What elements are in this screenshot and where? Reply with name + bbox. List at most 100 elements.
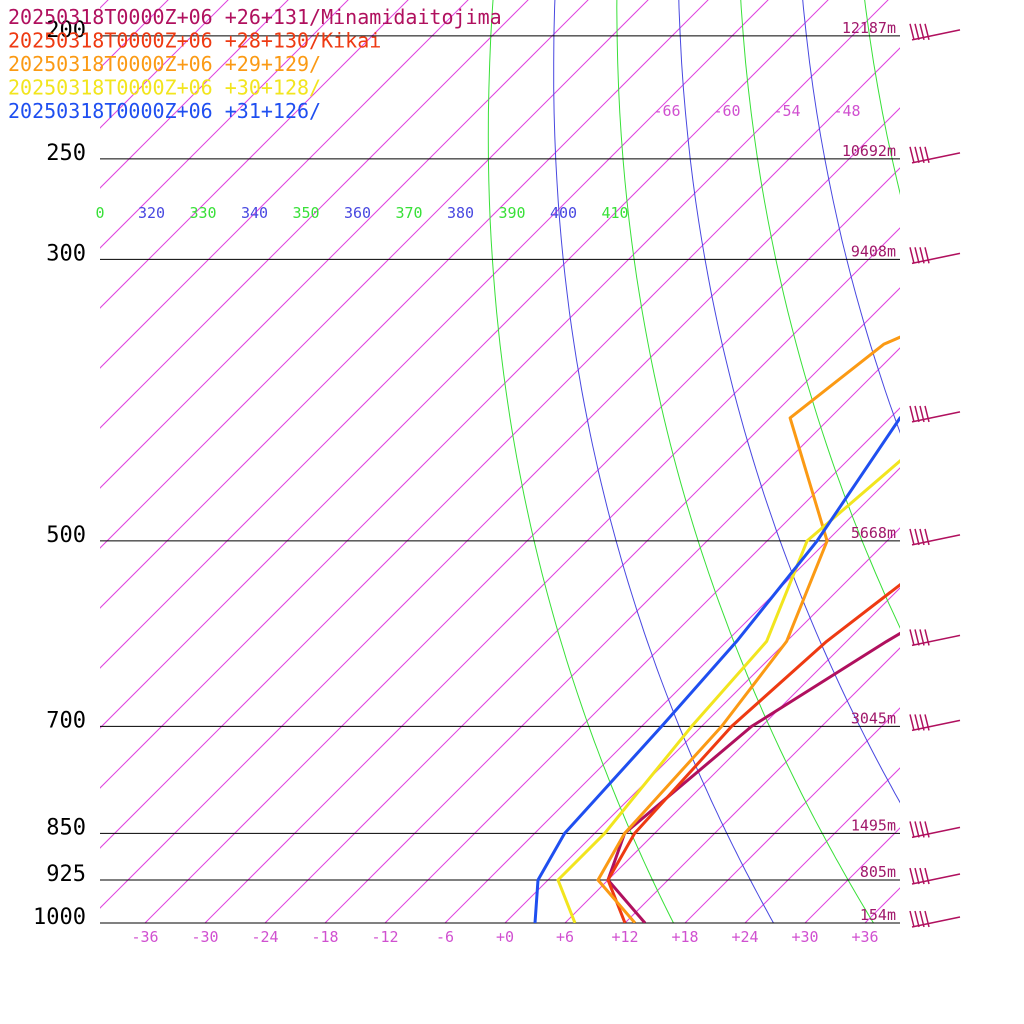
isotherm-line [100,0,709,609]
wind-barb-feather [909,867,915,885]
dry-adiabat-line [958,0,1024,950]
isotherm-line [204,227,900,923]
wind-barb [909,821,961,839]
wind-barb-feather [909,821,915,838]
wind-barb-feather [924,247,930,264]
temperature-line [533,415,900,923]
upper-temperature-label: -66 [653,102,680,120]
isotherm-line [100,0,829,729]
pressure-tick-label: 1000 [33,905,86,930]
dry-adiabat-line [905,0,1024,950]
wind-barb [909,405,961,423]
temperature-tick-label: +18 [671,928,698,946]
wind-barb-feather [924,23,930,41]
theta-label: 410 [601,204,628,222]
axis-labels: 10016438m15014010m20012187m25010692m3009… [33,18,896,946]
wind-barb-feather [914,629,920,646]
wind-barb-feather [919,146,925,164]
wind-barb-feather [909,528,915,546]
wind-barb-feather [924,867,930,885]
wind-barb-staff [911,29,961,41]
height-label: 3045m [851,709,896,727]
pressure-tick-label: 250 [46,141,86,166]
dry-adiabat-line [864,0,900,196]
temperature-tick-label: -36 [131,928,158,946]
dry-adiabat-grid [487,0,1024,950]
temperature-tick-label: -30 [191,928,218,946]
legend-entry: 20250318T0000Z+06 +30+128/ [8,76,321,100]
wind-barb-feather [909,23,915,41]
wind-barb [909,629,961,647]
wind-barb-feather [914,247,920,264]
wind-barb-feather [919,405,925,423]
pressure-tick-label: 925 [46,862,86,887]
temperature-line [606,631,900,923]
wind-barb-feather [914,821,920,838]
temperature-tick-label: +6 [556,928,574,946]
wind-barb-feather [924,629,930,646]
height-label: 10692m [842,142,896,160]
isotherm-line [864,887,900,923]
wind-barb-feather [909,405,915,423]
wind-barb-feather [919,247,925,264]
temperature-line [606,582,900,923]
isotherm-line [100,107,900,909]
isotherm-line [804,827,900,923]
wind-barb-feather [909,714,915,731]
upper-temperature-label: -54 [773,102,800,120]
isotherm-line [684,707,900,923]
dry-adiabat-line [740,0,900,629]
dry-adiabat-line [802,0,900,434]
legend-entry: 20250318T0000Z+06 +31+126/ [8,99,321,123]
wind-barb [909,247,961,265]
wind-barb-feather [924,910,930,928]
wind-barb-feather [914,867,920,885]
isotherm-line [144,167,900,923]
isotherm-line [100,47,900,849]
temperature-line [596,335,900,923]
height-label: 154m [860,906,896,924]
theta-label: 400 [550,204,577,222]
temperature-tick-label: -18 [311,928,338,946]
wind-barb-staff [911,634,961,647]
wind-barb-feather [909,247,915,264]
theta-label: 320 [138,204,165,222]
wind-barb-feather [924,528,930,546]
wind-barb-feather [914,910,920,928]
wind-barb-feather [919,629,925,646]
wind-barb-feather [909,629,915,646]
height-label: 12187m [842,19,896,37]
wind-barb-feather [919,714,925,731]
theta-label: 360 [344,204,371,222]
wind-barb-feather [909,146,915,164]
wind-barb-staff [911,534,961,546]
legend: 20250318T0000Z+06 +26+131/Minamidaitojim… [8,5,502,123]
wind-barb-feather [914,714,920,731]
sounding-lines [533,335,900,923]
theta-label: 0 [95,204,104,222]
wind-barb [909,714,961,732]
wind-barb-staff [911,411,961,423]
isotherm-line [444,467,900,923]
theta-label: 350 [292,204,319,222]
dry-adiabat-line [553,0,775,923]
height-label: 9408m [851,242,896,260]
isotherm-line [100,0,769,669]
legend-entry: 20250318T0000Z+06 +28+130/Kikai [8,29,381,53]
isotherm-line [324,347,900,923]
height-label: 805m [860,863,896,881]
wind-barb-feather [914,23,920,41]
wind-barb [909,867,961,885]
wind-barb-feather [919,867,925,885]
isotherm-line [384,407,900,923]
isobar-grid [100,35,900,924]
dry-adiabat-line [487,0,675,923]
wind-barb-feather [914,528,920,546]
wind-barbs [909,23,961,928]
wind-barb-staff [911,252,961,265]
pressure-tick-label: 850 [46,815,86,840]
wind-barb-staff [911,826,961,839]
wind-barb-feather [919,910,925,928]
theta-label: 330 [189,204,216,222]
